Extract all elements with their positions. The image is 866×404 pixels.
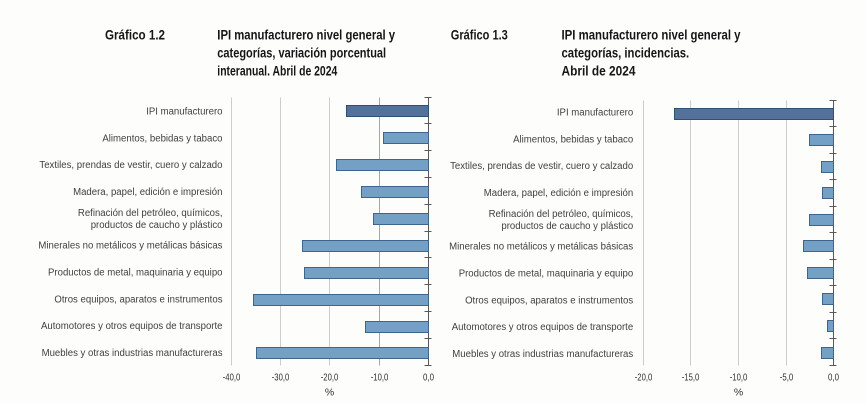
svg-text:IPI manufacturero nivel genera: IPI manufacturero nivel general y	[562, 28, 741, 43]
svg-text:-20,0: -20,0	[635, 371, 653, 383]
svg-text:Gráfico 1.2: Gráfico 1.2	[105, 27, 165, 42]
svg-text:Gráfico 1.3: Gráfico 1.3	[451, 28, 508, 43]
svg-text:Automotores y otros equipos de: Automotores y otros equipos de transport…	[41, 321, 223, 332]
svg-text:categorías, variación porcentu: categorías, variación porcentual	[217, 45, 386, 60]
svg-text:productos de caucho y plástico: productos de caucho y plástico	[501, 221, 633, 232]
svg-text:Productos de metal, maquinaria: Productos de metal, maquinaria y equipo	[459, 269, 634, 280]
svg-text:IPI manufacturero nivel genera: IPI manufacturero nivel general y	[217, 27, 395, 42]
svg-text:Minerales no metálicos y metál: Minerales no metálicos y metálicas básic…	[38, 241, 222, 252]
svg-text:Textiles, prendas de vestir, c: Textiles, prendas de vestir, cuero y cal…	[450, 161, 634, 172]
svg-text:Automotores y otros equipos de: Automotores y otros equipos de transport…	[452, 322, 634, 333]
svg-text:Refinación del petróleo, quími: Refinación del petróleo, químicos,	[489, 209, 634, 220]
svg-text:%: %	[325, 387, 334, 399]
svg-text:-30,0: -30,0	[272, 371, 290, 383]
svg-text:Otros equipos, aparatos e inst: Otros equipos, aparatos e instrumentos	[465, 295, 633, 306]
svg-text:0,0: 0,0	[423, 371, 434, 383]
svg-text:Alimentos, bebidas y tabaco: Alimentos, bebidas y tabaco	[513, 134, 634, 145]
svg-text:Abril de 2024: Abril de 2024	[562, 64, 636, 79]
svg-text:Refinación del petróleo, quími: Refinación del petróleo, químicos,	[78, 208, 223, 219]
svg-text:%: %	[734, 387, 743, 399]
svg-text:0,0: 0,0	[828, 371, 839, 383]
svg-text:-20,0: -20,0	[321, 371, 339, 383]
svg-text:productos de caucho y plástico: productos de caucho y plástico	[91, 220, 223, 231]
svg-text:-15,0: -15,0	[682, 371, 700, 383]
svg-text:IPI manufacturero: IPI manufacturero	[557, 108, 634, 119]
svg-text:Madera, papel, edición e impre: Madera, papel, edición e impresión	[73, 187, 222, 198]
svg-text:-40,0: -40,0	[223, 371, 241, 383]
svg-text:Textiles, prendas de vestir, c: Textiles, prendas de vestir, cuero y cal…	[39, 160, 223, 171]
svg-text:Otros equipos, aparatos e inst: Otros equipos, aparatos e instrumentos	[54, 294, 222, 305]
svg-text:-10,0: -10,0	[371, 371, 389, 383]
svg-text:Madera, papel, edición e impre: Madera, papel, edición e impresión	[484, 188, 633, 199]
svg-text:Muebles y otras industrias man: Muebles y otras industrias manufacturera…	[42, 348, 223, 359]
svg-text:Minerales no metálicos y metál: Minerales no metálicos y metálicas básic…	[449, 242, 633, 253]
svg-text:categorías, incidencias.: categorías, incidencias.	[562, 46, 690, 61]
svg-text:Muebles y otras industrias man: Muebles y otras industrias manufacturera…	[452, 349, 633, 360]
svg-text:-5,0: -5,0	[780, 371, 794, 383]
svg-text:interanual. Abril de 2024: interanual. Abril de 2024	[217, 64, 337, 79]
svg-text:Alimentos, bebidas y tabaco: Alimentos, bebidas y tabaco	[102, 133, 223, 144]
svg-text:-10,0: -10,0	[730, 371, 748, 383]
svg-text:Productos de metal, maquinaria: Productos de metal, maquinaria y equipo	[48, 268, 223, 279]
svg-text:IPI manufacturero: IPI manufacturero	[146, 107, 223, 118]
